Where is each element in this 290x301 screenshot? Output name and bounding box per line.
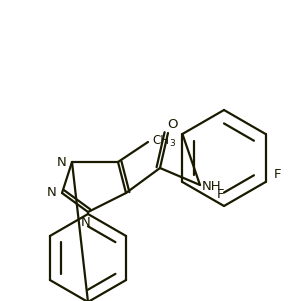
Text: N: N bbox=[57, 156, 67, 169]
Text: F: F bbox=[274, 167, 281, 181]
Text: CH: CH bbox=[152, 134, 169, 147]
Text: N: N bbox=[81, 216, 91, 228]
Text: F: F bbox=[217, 188, 225, 200]
Text: O: O bbox=[168, 119, 178, 132]
Text: 3: 3 bbox=[169, 139, 175, 148]
Text: NH: NH bbox=[202, 181, 222, 194]
Text: N: N bbox=[47, 187, 57, 200]
